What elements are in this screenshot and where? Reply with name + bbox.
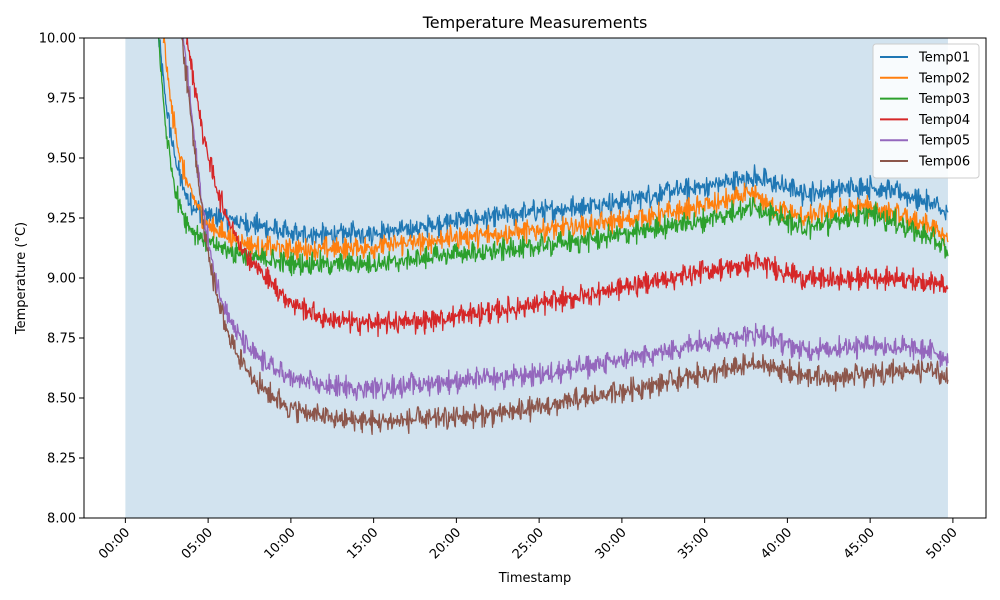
y-tick-label: 8.75 <box>47 332 76 347</box>
series-line-temp05 <box>182 38 949 402</box>
y-axis: 8.00 8.25 8.50 8.75 9.00 9.25 9.50 9.75 10.00 <box>39 32 84 527</box>
y-tick-label: 8.50 <box>47 392 76 407</box>
y-tick-label: 9.25 <box>47 212 76 227</box>
y-axis-label: Temperature (°C) <box>14 222 29 335</box>
legend: Temp01 Temp02 Temp03 Temp04 Temp05 Temp06 <box>872 43 980 179</box>
y-tick-label: 9.00 <box>47 272 76 287</box>
legend-label: Temp04 <box>918 113 970 128</box>
legend-label: Temp03 <box>918 92 970 107</box>
series-line-temp02 <box>162 38 949 264</box>
series-layer <box>157 38 949 436</box>
legend-label: Temp06 <box>918 155 970 170</box>
legend-label: Temp02 <box>918 71 970 86</box>
y-tick-label: 9.75 <box>47 92 76 107</box>
series-line-temp04 <box>185 38 949 338</box>
legend-label: Temp05 <box>918 134 970 149</box>
y-tick-label: 8.25 <box>47 452 76 467</box>
x-axis-label: Timestamp <box>498 571 572 586</box>
y-tick-label: 9.50 <box>47 152 76 167</box>
series-line-temp06 <box>181 38 949 436</box>
y-tick-label: 10.00 <box>39 32 76 47</box>
chart-title: Temperature Measurements <box>422 13 648 32</box>
series-line-temp01 <box>157 38 949 248</box>
y-tick-label: 8.00 <box>47 512 76 527</box>
legend-label: Temp01 <box>918 51 970 66</box>
series-line-temp03 <box>158 38 949 277</box>
